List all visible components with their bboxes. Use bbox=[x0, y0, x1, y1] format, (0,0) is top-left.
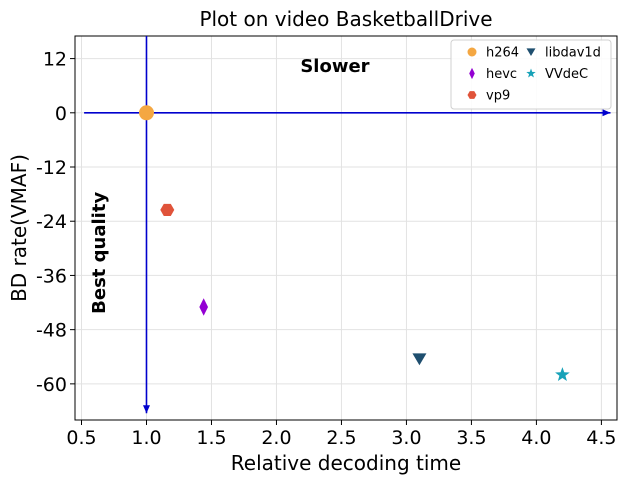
y-tick-label: 0 bbox=[55, 103, 67, 125]
x-ticks: 0.5 1.0 1.5 2.0 2.5 3.0 3.5 4.0 4.5 bbox=[66, 420, 617, 449]
x-tick-label: 2.0 bbox=[261, 427, 291, 449]
y-ticks: 12 0 -12 -24 -36 -48 -60 bbox=[36, 49, 75, 396]
x-tick-label: 0.5 bbox=[66, 427, 96, 449]
x-tick-label: 3.0 bbox=[391, 427, 421, 449]
data-point-vvdec bbox=[555, 367, 570, 382]
y-tick-label: 12 bbox=[43, 49, 67, 71]
x-tick-label: 3.5 bbox=[456, 427, 486, 449]
x-tick-label: 4.0 bbox=[521, 427, 551, 449]
arrows bbox=[84, 36, 611, 414]
annotations: Slower Best quality bbox=[89, 56, 370, 314]
legend-marker-vvdec bbox=[526, 68, 536, 78]
legend-label-libdav1d: libdav1d bbox=[545, 46, 601, 61]
y-tick-label: -24 bbox=[36, 211, 67, 233]
plot-frame bbox=[74, 35, 618, 421]
legend-label-vp9: vp9 bbox=[486, 89, 510, 104]
chart-title: Plot on video BasketballDrive bbox=[199, 7, 492, 31]
x-tick-label: 1.0 bbox=[131, 427, 161, 449]
x-tick-label: 2.5 bbox=[326, 427, 356, 449]
arrow-head bbox=[142, 405, 150, 414]
legend-marker-vp9 bbox=[467, 91, 477, 99]
annotation-best-quality: Best quality bbox=[89, 192, 110, 314]
y-tick-label: -48 bbox=[36, 320, 67, 342]
x-tick-label: 4.5 bbox=[586, 427, 616, 449]
y-tick-label: -36 bbox=[36, 265, 67, 287]
legend-label-vvdec: VVdeC bbox=[545, 67, 588, 82]
x-tick-label: 1.5 bbox=[196, 427, 226, 449]
y-tick-label: -60 bbox=[36, 374, 67, 396]
legend-marker-hevc bbox=[469, 67, 475, 80]
annotation-slower: Slower bbox=[300, 56, 369, 77]
legend-label-hevc: hevc bbox=[486, 67, 517, 82]
data-point-h264 bbox=[138, 105, 154, 121]
data-point-libdav1d bbox=[412, 353, 427, 366]
data-point-hevc bbox=[199, 298, 209, 316]
legend-label-h264: h264 bbox=[486, 46, 519, 61]
legend: h264 hevc vp9 libdav1d VVdeC bbox=[450, 39, 612, 110]
legend-marker-h264 bbox=[467, 47, 477, 57]
data-points bbox=[138, 105, 570, 382]
x-axis-label: Relative decoding time bbox=[231, 451, 461, 475]
legend-marker-libdav1d bbox=[526, 48, 536, 57]
data-point-vp9 bbox=[160, 203, 175, 216]
arrow-head bbox=[602, 109, 611, 117]
y-axis-label: BD rate(VMAF) bbox=[7, 154, 31, 302]
y-tick-label: -12 bbox=[36, 157, 67, 179]
